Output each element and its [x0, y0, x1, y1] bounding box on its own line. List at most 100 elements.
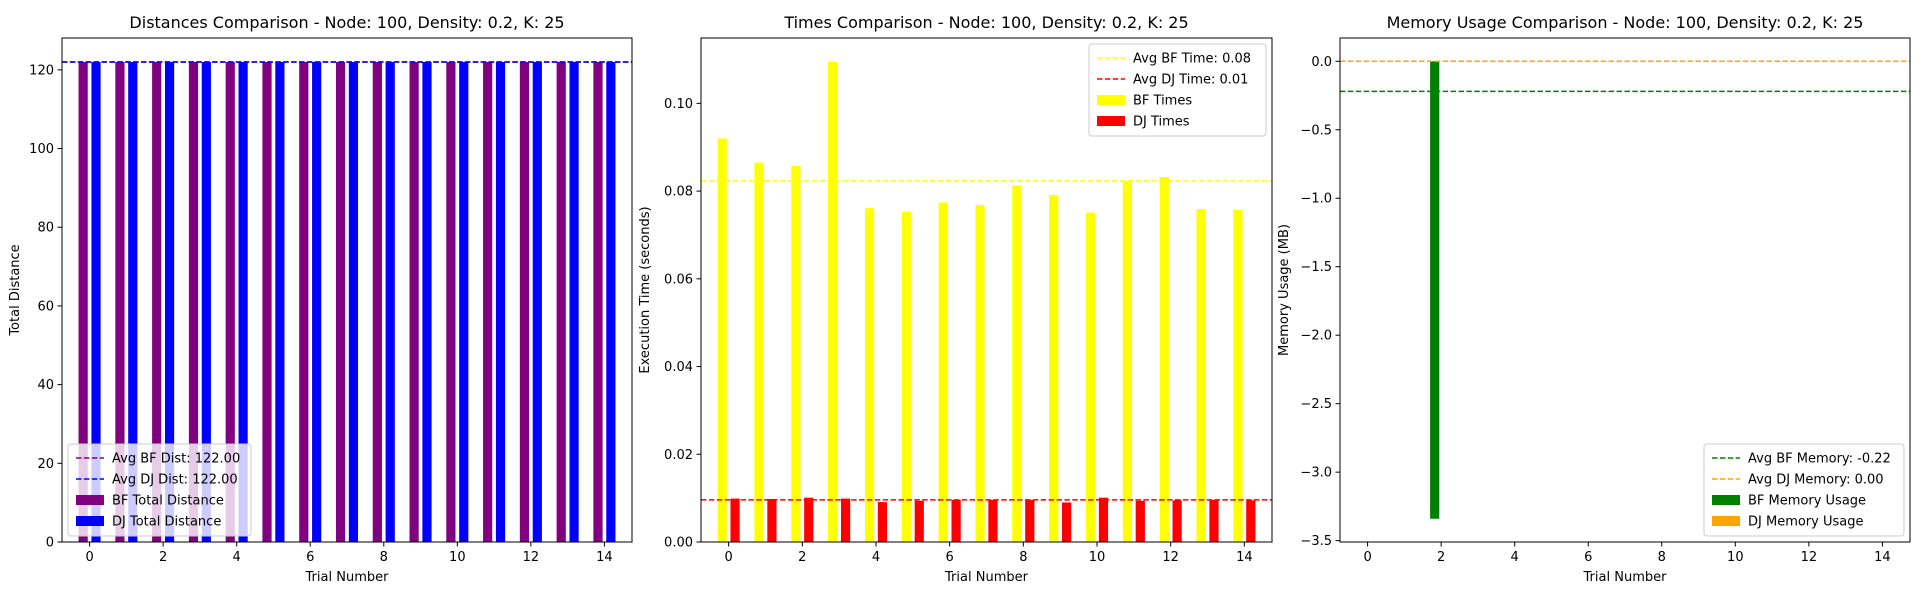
- bar: [312, 62, 322, 542]
- x-tick-label: 0: [85, 550, 93, 565]
- bar: [730, 498, 740, 542]
- legend-color-swatch: [1097, 116, 1125, 126]
- bar-series-1: [717, 61, 1243, 543]
- legend-color-swatch: [1712, 495, 1740, 505]
- x-tick-label: 2: [159, 550, 167, 565]
- legend-label: Avg DJ Time: 0.01: [1133, 73, 1248, 88]
- x-tick-label: 0: [1363, 550, 1371, 565]
- legend-box: [1088, 43, 1267, 137]
- bar: [164, 62, 175, 542]
- bar: [299, 62, 309, 542]
- y-tick-label: −1.0: [1300, 192, 1332, 207]
- x-axis-label: Trial Number: [944, 570, 1029, 585]
- legend: Avg BF Memory: -0.22 Avg DJ Memory: 0.00 B…: [1703, 443, 1905, 537]
- chart-title: Memory Usage Comparison - Node: 100, Den…: [1387, 13, 1864, 32]
- bar: [91, 62, 101, 542]
- chart-title: Distances Comparison - Node: 100, Densit…: [129, 13, 564, 32]
- bar: [804, 497, 814, 542]
- legend-label: DJ Times: [1133, 115, 1190, 130]
- legend-label: BF Times: [1133, 94, 1192, 109]
- bar: [938, 202, 948, 543]
- bar: [1012, 185, 1022, 542]
- bar-series-2: [91, 62, 616, 542]
- bar: [238, 62, 248, 542]
- bar: [188, 62, 199, 542]
- bar: [754, 162, 764, 543]
- bar: [459, 62, 469, 542]
- bar: [914, 500, 924, 542]
- x-axis-label: Trial Number: [305, 570, 390, 585]
- bar: [1172, 500, 1182, 542]
- bar: [115, 62, 125, 542]
- x-tick-label: 12: [1162, 550, 1179, 565]
- bar: [901, 211, 911, 543]
- bar: [1098, 497, 1109, 542]
- y-axis-label: Memory Usage (MB): [1277, 224, 1292, 356]
- legend-label: Avg BF Dist: 122.00: [112, 452, 240, 467]
- y-tick-label: −3.0: [1300, 466, 1332, 481]
- bar: [372, 62, 382, 542]
- y-tick-label: 100: [29, 142, 54, 157]
- bar: [791, 166, 801, 542]
- bar: [569, 62, 579, 542]
- bar: [1135, 500, 1145, 542]
- y-tick-label: 120: [29, 63, 54, 78]
- y-tick-label: 40: [37, 378, 54, 393]
- legend: Avg BF Time: 0.08 Avg DJ Time: 0.01 BF Tim…: [1088, 43, 1267, 137]
- bar: [1085, 212, 1096, 542]
- bar: [606, 62, 616, 542]
- x-tick-label: 10: [1089, 550, 1106, 565]
- y-tick-label: −0.5: [1300, 123, 1332, 138]
- y-tick-label: 0.06: [664, 272, 693, 287]
- y-axis-label: Total Distance: [8, 244, 23, 336]
- y-tick-label: −2.5: [1300, 397, 1332, 412]
- legend-label: Avg BF Time: 0.08: [1133, 52, 1251, 67]
- legend-color-swatch: [1097, 95, 1125, 105]
- chart-panel-1: 0 2 4 6 8 10 12 14 0 20 40 60 80 100 120 Distances Comp…: [8, 13, 633, 585]
- bar-series-2: [730, 497, 1256, 542]
- x-tick-label: 4: [233, 550, 241, 565]
- bar: [1122, 180, 1133, 543]
- plot-frame: [1339, 37, 1911, 543]
- legend: Avg BF Dist: 122.00 Avg DJ Dist: 122.00 BF…: [67, 443, 252, 537]
- x-tick-label: 4: [872, 550, 880, 565]
- y-tick-label: −3.5: [1300, 534, 1332, 549]
- x-tick-label: 6: [1584, 550, 1592, 565]
- y-tick-label: 0.04: [664, 360, 693, 375]
- bar: [556, 62, 566, 542]
- bar: [1233, 209, 1243, 542]
- bar: [767, 499, 777, 542]
- bar: [446, 62, 456, 542]
- x-tick-label: 4: [1511, 550, 1519, 565]
- legend-label: BF Total Distance: [112, 494, 224, 509]
- x-tick-label: 10: [449, 550, 466, 565]
- bar: [335, 62, 346, 542]
- y-tick-label: 0.0: [1311, 55, 1332, 70]
- bar: [422, 62, 432, 542]
- legend-color-swatch: [76, 495, 104, 505]
- bar: [1025, 499, 1035, 542]
- y-tick-label: 0.10: [664, 97, 693, 112]
- y-tick-label: 0.02: [664, 448, 693, 463]
- bar-series-1: [78, 62, 603, 542]
- bar: [988, 499, 998, 542]
- bar: [975, 205, 985, 542]
- x-tick-label: 12: [523, 550, 540, 565]
- bar: [1430, 61, 1440, 519]
- bar: [951, 499, 961, 542]
- plot-frame: [61, 37, 633, 543]
- bar: [348, 62, 359, 542]
- bar: [1062, 502, 1072, 542]
- x-axis-label: Trial Number: [1583, 570, 1668, 585]
- bar: [495, 62, 506, 542]
- bar: [385, 62, 395, 542]
- x-tick-label: 8: [1019, 550, 1027, 565]
- bar: [409, 62, 419, 542]
- x-tick-label: 2: [798, 550, 806, 565]
- legend-label: DJ Total Distance: [112, 515, 221, 530]
- legend-label: Avg BF Memory: -0.22: [1748, 452, 1891, 467]
- bar: [593, 62, 603, 542]
- bar: [532, 62, 542, 542]
- chart-panel-2: 0 2 4 6 8 10 12 14 0.00 0.02 0.04 0.06 0.08 0.10 Times…: [638, 13, 1273, 585]
